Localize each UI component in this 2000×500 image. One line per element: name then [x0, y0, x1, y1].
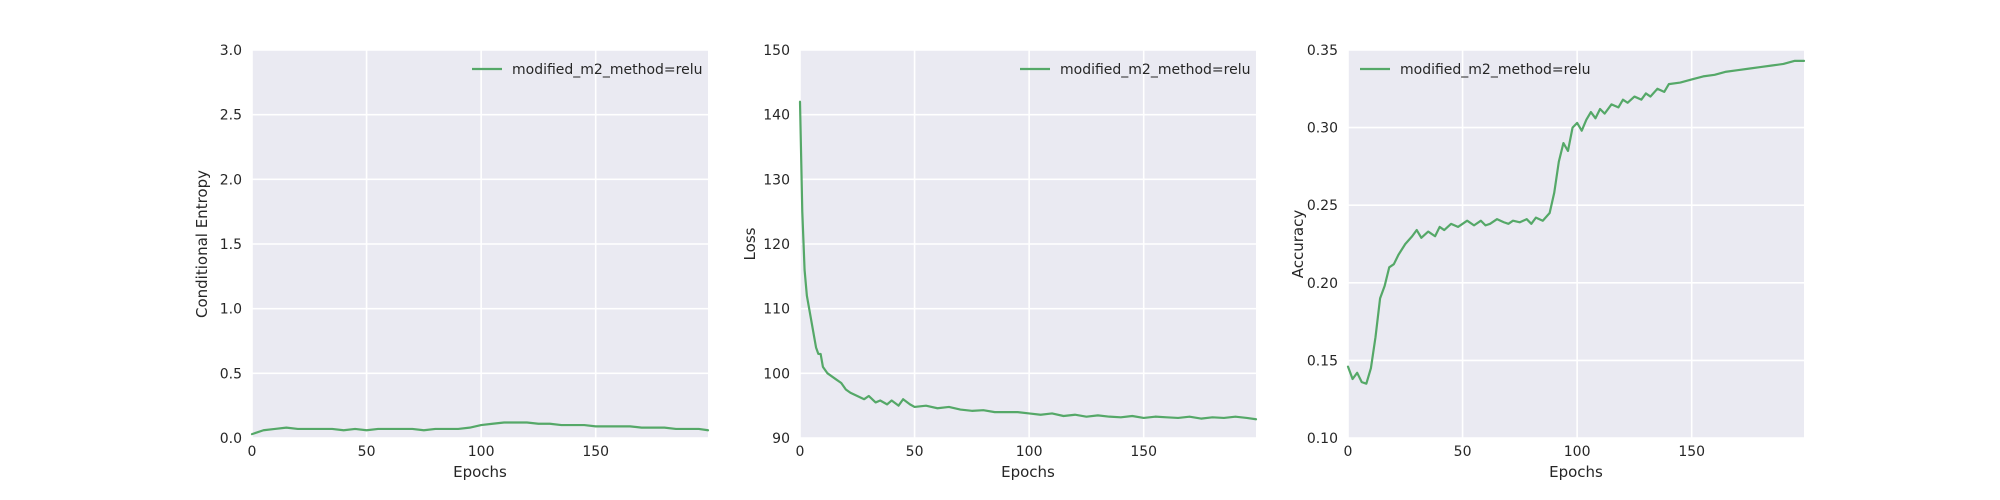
x-tick-label: 100: [1564, 444, 1591, 460]
y-tick-label: 0.20: [1307, 276, 1338, 292]
y-tick-label: 120: [763, 237, 790, 253]
x-tick-label: 150: [1678, 444, 1705, 460]
legend-label: modified_m2_method=relu: [1060, 62, 1250, 78]
y-axis-label: Accuracy: [1289, 210, 1307, 279]
y-tick-label: 0.15: [1307, 353, 1338, 369]
y-tick-label: 1.0: [220, 302, 242, 318]
legend: modified_m2_method=relu: [1020, 62, 1250, 78]
y-axis-label: Conditional Entropy: [193, 170, 211, 318]
x-tick-label: 100: [1016, 444, 1043, 460]
legend-label: modified_m2_method=relu: [1400, 62, 1590, 78]
x-tick-label: 150: [1130, 444, 1157, 460]
x-tick-label: 50: [1454, 444, 1472, 460]
legend-label: modified_m2_method=relu: [512, 62, 702, 78]
x-tick-label: 150: [582, 444, 609, 460]
y-tick-label: 100: [763, 366, 790, 382]
y-tick-label: 3.0: [220, 43, 242, 59]
y-tick-label: 0.25: [1307, 198, 1338, 214]
y-tick-label: 110: [763, 302, 790, 318]
y-tick-label: 140: [763, 108, 790, 124]
legend: modified_m2_method=relu: [1360, 62, 1590, 78]
y-tick-label: 1.5: [220, 237, 242, 253]
subplot-accuracy: 0 50 100 150 0.10 0.15 0.20 0.25 0.30 0.35 Epochs A…: [1289, 43, 1806, 481]
legend: modified_m2_method=relu: [472, 62, 702, 78]
y-axis-label: Loss: [741, 227, 759, 260]
y-tick-label: 2.5: [220, 108, 242, 124]
series-line: [1346, 59, 1806, 385]
x-tick-label: 0: [248, 444, 257, 460]
x-tick-label: 0: [796, 444, 805, 460]
x-axis-label: Epochs: [453, 463, 507, 481]
y-tick-label: 150: [763, 43, 790, 59]
x-axis-label: Epochs: [1001, 463, 1055, 481]
series-line: [798, 100, 1258, 421]
x-tick-label: 50: [906, 444, 924, 460]
subplot-conditional-entropy: 0 50 100 150 0.0 0.5 1.0 1.5 2.0 2.5 3.0 Epochs Cond…: [193, 43, 710, 481]
y-tick-label: 0.30: [1307, 121, 1338, 137]
y-tick-label: 0.35: [1307, 43, 1338, 59]
y-tick-label: 90: [772, 431, 790, 447]
y-tick-label: 2.0: [220, 172, 242, 188]
plot-area: [1348, 50, 1804, 438]
y-tick-label: 0.0: [220, 431, 242, 447]
y-tick-label: 0.5: [220, 366, 242, 382]
subplot-loss: 0 50 100 150 90 100 110 120 130 140 150 Epochs Loss m…: [741, 43, 1258, 481]
series-line: [250, 421, 710, 436]
x-axis-label: Epochs: [1549, 463, 1603, 481]
x-tick-label: 0: [1344, 444, 1353, 460]
y-tick-label: 130: [763, 172, 790, 188]
y-tick-label: 0.10: [1307, 431, 1338, 447]
x-tick-label: 50: [358, 444, 376, 460]
x-tick-label: 100: [468, 444, 495, 460]
